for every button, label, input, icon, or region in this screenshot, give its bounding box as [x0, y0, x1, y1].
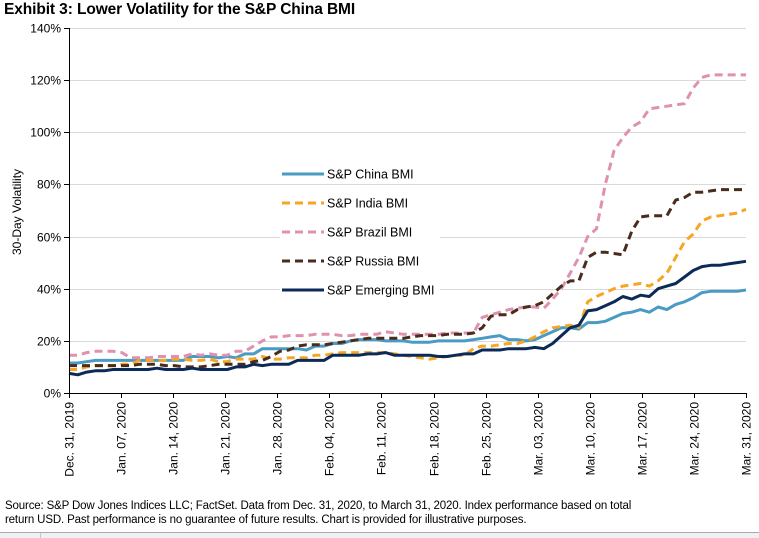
x-tick-label: Jan. 14, 2020	[167, 402, 181, 475]
legend-label: S&P India BMI	[327, 197, 408, 211]
x-tick-label: Feb. 18, 2020	[428, 402, 442, 476]
legend-entry-bg	[280, 252, 440, 270]
source-footnote: Source: S&P Dow Jones Indices LLC; FactS…	[5, 499, 750, 527]
y-tick-label: 20%	[37, 335, 61, 349]
footnote-line-2: return USD. Past performance is no guara…	[5, 514, 527, 526]
y-tick-label: 100%	[30, 126, 61, 140]
x-tick-label: Mar. 24, 2020	[688, 402, 702, 476]
legend-entry-bg	[280, 223, 440, 241]
legend-entry-bg	[280, 165, 440, 183]
series-line-s-p-china-bmi	[69, 288, 747, 365]
x-tick-label: Jan. 28, 2020	[271, 402, 285, 475]
legend-label: S&P Emerging BMI	[327, 284, 434, 298]
x-tick-label: Mar. 03, 2020	[532, 402, 546, 476]
x-tick-label: Feb. 25, 2020	[480, 402, 494, 476]
legend-label: S&P China BMI	[327, 168, 414, 182]
legend-label: S&P Brazil BMI	[327, 226, 412, 240]
x-tick-label: Mar. 17, 2020	[636, 402, 650, 476]
axes: 0% 20% 40% 60% 80% 100% 120% 140% Dec. 31, 2019 J…	[30, 22, 753, 477]
series-line-s-p-emerging-bmi	[68, 259, 747, 377]
y-axis-label: 30-Day Volatility	[10, 169, 24, 255]
y-tick-label: 60%	[37, 231, 61, 245]
x-tick-label: Feb. 04, 2020	[323, 402, 337, 476]
series-group	[68, 73, 747, 377]
bottom-divider	[40, 533, 41, 538]
x-tick-label: Jan. 07, 2020	[115, 402, 129, 475]
y-tick-label: 40%	[37, 283, 61, 297]
y-tick-label: 140%	[30, 22, 61, 36]
x-tick-label: Mar. 31, 2020	[740, 402, 754, 476]
y-tick-label: 120%	[30, 74, 61, 88]
line-chart: 0% 20% 40% 60% 80% 100% 120% 140% Dec. 31, 2019 J…	[10, 22, 754, 477]
legend-label: S&P Russia BMI	[327, 255, 419, 269]
legend-entry-bg	[280, 281, 440, 299]
x-tick-label: Mar. 10, 2020	[584, 402, 598, 476]
x-tick-label: Jan. 21, 2020	[219, 402, 233, 475]
y-tick-label: 80%	[37, 178, 61, 192]
chart-title: Exhibit 3: Lower Volatility for the S&P …	[4, 1, 356, 18]
footnote-line-1: Source: S&P Dow Jones Indices LLC; FactS…	[5, 500, 632, 512]
x-tick-label: Feb. 11, 2020	[375, 402, 389, 475]
series-line-s-p-russia-bmi	[69, 188, 746, 369]
x-tick-label: Dec. 31, 2019	[63, 402, 77, 477]
legend-entry-bg	[280, 194, 440, 212]
legend: S&P China BMI S&P India BMI S&P Brazil BMI…	[280, 165, 440, 299]
y-tick-label: 0%	[44, 387, 62, 401]
bottom-border	[0, 532, 759, 538]
